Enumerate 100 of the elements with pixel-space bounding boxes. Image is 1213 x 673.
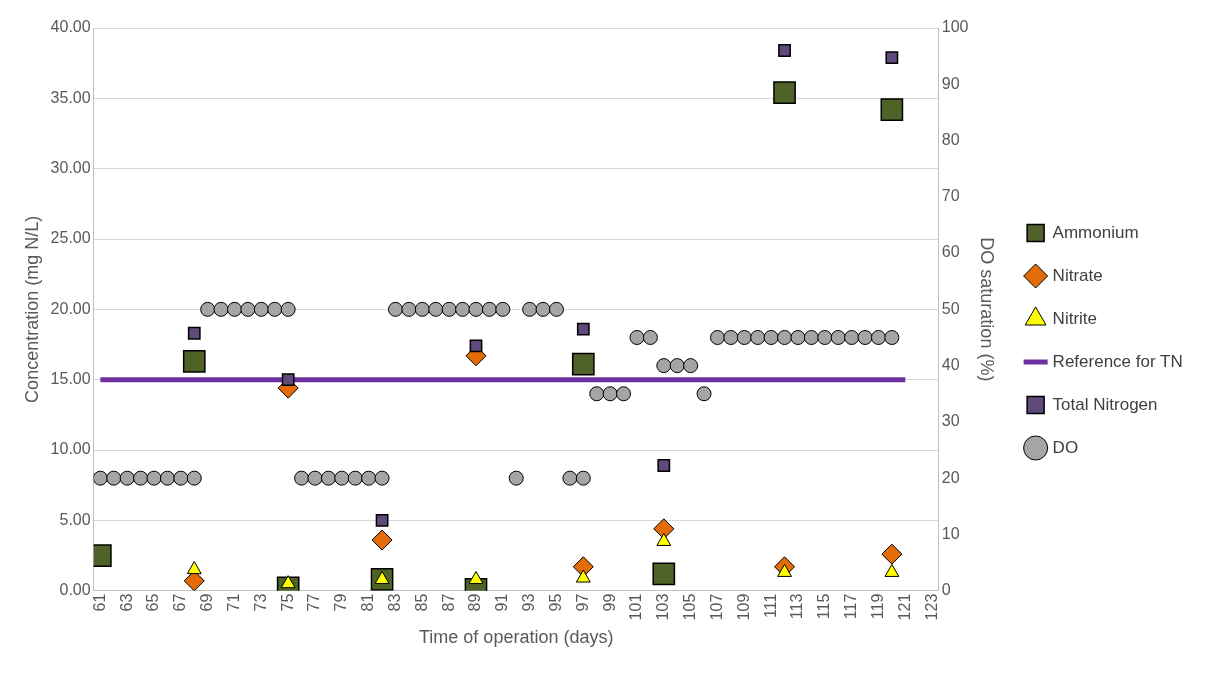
point	[267, 301, 283, 317]
x-tick-label: 85	[412, 593, 430, 612]
point	[294, 470, 310, 486]
x-tick-label: 93	[520, 593, 538, 612]
point	[481, 301, 497, 317]
point	[653, 518, 675, 540]
point	[508, 470, 524, 486]
y2-tick-label: 60	[941, 243, 960, 261]
x-tick-label: 73	[251, 593, 269, 612]
point	[790, 329, 806, 345]
point	[576, 322, 590, 336]
point	[803, 329, 819, 345]
x-tick-label: 119	[868, 593, 886, 620]
x-tick-label: 123	[922, 593, 940, 621]
x-tick-label: 99	[600, 593, 618, 612]
point	[723, 329, 739, 345]
y-axis-title: Concentration (mg N/L)	[21, 215, 42, 403]
point	[414, 301, 430, 317]
point	[371, 529, 393, 551]
point	[778, 44, 791, 57]
point	[387, 301, 403, 317]
point	[375, 513, 389, 527]
point	[575, 470, 591, 486]
point	[455, 301, 471, 317]
point	[602, 386, 618, 402]
point	[280, 575, 296, 589]
x-tick-label: 79	[332, 593, 350, 612]
point	[401, 301, 417, 317]
point	[441, 301, 457, 317]
point	[589, 386, 605, 402]
point	[683, 358, 699, 374]
point	[307, 470, 323, 486]
x-tick-label: 71	[224, 593, 242, 612]
point	[575, 569, 591, 583]
point	[548, 301, 564, 317]
x-tick-label: 77	[305, 593, 323, 612]
x-tick-label: 81	[359, 593, 377, 612]
y2-tick-label: 100	[941, 18, 969, 36]
y2-tick-label: 50	[941, 299, 960, 317]
point	[187, 326, 201, 340]
y2-tick-label: 70	[941, 187, 960, 205]
legend-label: Reference for TN	[1052, 351, 1183, 371]
x-axis-title: Time of operation (days)	[419, 627, 614, 648]
point	[173, 470, 189, 486]
point	[495, 301, 511, 317]
x-tick-label: 117	[842, 593, 860, 620]
point	[428, 301, 444, 317]
legend-label: DO	[1052, 437, 1079, 457]
point	[227, 301, 242, 317]
legend-label: Total Nitrogen	[1052, 394, 1158, 414]
x-tick-label: 65	[144, 593, 162, 612]
point	[334, 470, 350, 486]
point	[320, 470, 336, 486]
y2-tick-label: 80	[941, 130, 960, 148]
point	[669, 358, 685, 374]
y-tick-label: 5.00	[59, 510, 91, 528]
x-tick-label: 63	[117, 593, 135, 612]
legend-label: Nitrite	[1052, 308, 1098, 328]
y2-axis-title: DO saturation (%)	[977, 237, 998, 382]
point	[374, 470, 390, 486]
legend-label: Nitrate	[1052, 265, 1103, 285]
point	[213, 301, 229, 317]
y2-tick-label: 40	[941, 356, 960, 374]
x-tick-label: 109	[734, 593, 752, 621]
x-tick-label: 67	[171, 593, 189, 612]
point	[656, 358, 672, 374]
y2-tick-label: 0	[941, 581, 951, 599]
y-tick-label: 40.00	[50, 18, 91, 36]
x-tick-label: 115	[815, 593, 833, 620]
point	[347, 470, 363, 486]
x-tick-label: 113	[788, 593, 806, 620]
x-tick-label: 97	[573, 593, 591, 612]
point	[106, 470, 122, 486]
point	[881, 543, 903, 565]
point	[571, 352, 595, 376]
x-tick-label: 61	[90, 593, 108, 612]
point	[361, 470, 377, 486]
point	[652, 562, 676, 586]
point	[119, 470, 135, 486]
point	[253, 301, 269, 317]
point	[830, 329, 846, 345]
y2-tick-label: 90	[941, 74, 960, 92]
y2-tick-label: 10	[941, 524, 960, 542]
y-tick-label: 15.00	[50, 370, 91, 388]
x-tick-label: 103	[654, 593, 672, 621]
point	[763, 329, 779, 345]
point	[159, 470, 175, 486]
y-tick-label: 30.00	[50, 159, 91, 177]
point	[750, 329, 766, 345]
x-tick-label: 105	[681, 593, 699, 621]
point	[562, 470, 578, 486]
point	[884, 329, 900, 345]
point	[773, 81, 796, 105]
point	[696, 386, 712, 402]
x-tick-label: 75	[278, 593, 296, 612]
point	[281, 373, 295, 387]
y-tick-label: 35.00	[50, 88, 91, 106]
point	[844, 329, 860, 345]
point	[857, 329, 873, 345]
point	[182, 350, 206, 373]
